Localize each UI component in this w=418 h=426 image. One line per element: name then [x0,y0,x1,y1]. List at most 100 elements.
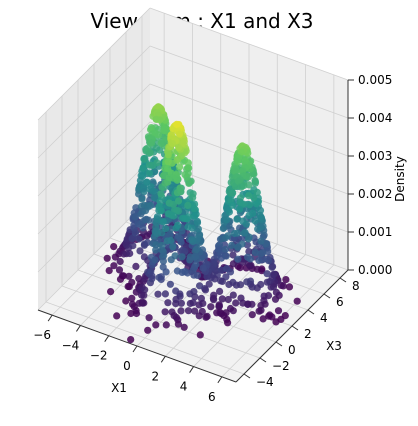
data-point [239,299,247,307]
data-point [263,270,271,278]
data-point [110,262,118,270]
data-point [245,212,253,220]
grid-line-z-back [149,83,349,157]
data-point [255,256,263,265]
data-point [232,281,240,289]
data-point [272,288,280,296]
y-tick-label: −4 [256,375,274,389]
data-point [218,277,226,285]
data-point [257,237,265,245]
data-point [224,319,232,327]
data-point [184,201,192,209]
data-point [245,201,254,209]
data-point [177,299,185,307]
data-point [162,268,170,276]
data-point [152,321,160,329]
data-point [127,336,135,344]
data-point [205,280,213,288]
axes-3d: −6−4−20246−4−2024680.0000.0010.0020.0030… [33,7,407,404]
data-point [145,169,154,177]
data-point [115,266,124,274]
data-point [271,295,280,303]
data-point [186,299,194,308]
data-point [190,205,198,213]
data-point [256,211,264,219]
data-point [145,314,153,322]
data-point [161,308,169,316]
y-tick-mark [339,277,347,283]
data-point [172,224,180,232]
data-point [234,255,242,263]
data-point [191,307,199,315]
data-point [195,301,203,309]
data-point [162,225,170,233]
data-point [285,283,294,291]
z-tick-label: 0.000 [358,263,392,277]
data-point [244,253,252,261]
data-point [189,193,197,202]
x-tick-mark [104,335,110,342]
y-tick-mark [307,309,315,315]
data-point [129,242,137,250]
data-point [191,212,199,220]
data-point [237,183,245,191]
data-point [110,243,118,251]
y-tick-mark [243,373,251,379]
data-point [195,312,203,320]
data-point [237,148,245,156]
data-point [141,286,149,294]
y-axis-label: X3 [326,339,342,353]
data-point [157,139,165,147]
data-point [232,167,240,175]
x-tick-mark [47,314,53,322]
x-tick-label: −4 [62,338,80,352]
data-point [160,252,168,260]
data-point [282,276,290,284]
data-point [116,257,124,266]
data-point [188,236,196,244]
data-point [263,278,271,286]
data-point [228,241,236,249]
grid-line-z-left [37,45,151,159]
data-point [253,188,261,196]
data-point [236,264,244,272]
data-point [139,224,147,232]
data-point [236,205,244,213]
data-point [191,247,199,255]
data-point [213,309,221,317]
data-point [143,238,152,247]
data-point [140,291,148,299]
y-tick-label: 0 [288,343,296,357]
data-point [141,275,149,283]
data-point [239,217,247,225]
x-tick-label: 6 [208,390,216,404]
x-axis-label: X1 [111,381,127,395]
data-point [136,247,144,255]
grid-line-z-left [37,121,151,235]
x-tick-mark [217,376,223,384]
data-point [125,272,133,280]
data-point [139,164,147,172]
z-tick-label: 0.003 [358,149,392,163]
data-point [186,290,194,298]
data-point [172,287,180,295]
data-point [251,248,259,256]
data-point [168,159,176,167]
data-point [160,127,168,135]
data-point [219,224,227,233]
data-point [215,303,223,311]
data-point [126,249,134,258]
x-tick-label: −6 [33,328,51,342]
data-point [103,254,111,262]
data-point [167,236,175,245]
data-point [132,213,140,221]
data-point [168,140,177,148]
x-tick-label: 0 [123,359,131,373]
data-point [140,188,148,196]
data-point [180,323,188,331]
grid-line-y-floor [45,301,245,375]
data-point [251,176,259,185]
grid-line-z-left [37,83,151,197]
data-point [128,294,136,302]
